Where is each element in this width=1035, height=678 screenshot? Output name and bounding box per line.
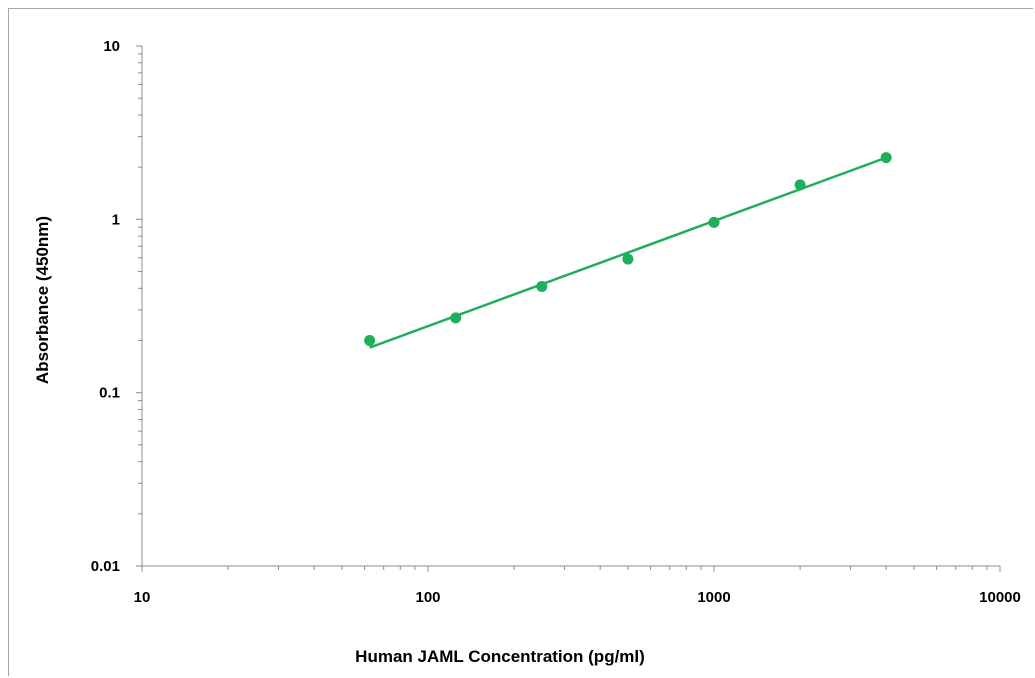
data-point: [880, 152, 892, 164]
x-tick-label: 10000: [979, 589, 1021, 606]
x-axis-title: Human JAML Concentration (pg/ml): [355, 647, 645, 666]
x-tick-label: 10: [134, 589, 151, 606]
data-point: [794, 179, 806, 191]
trendline-segment: [369, 156, 887, 349]
x-tick-labels: 10 100 1000 10000: [134, 589, 1021, 606]
y-axis-title: Absorbance (450nm): [33, 216, 52, 384]
y-tick-labels: 0.01 0.1 1 10: [91, 38, 120, 575]
y-tick-label: 1: [112, 211, 120, 228]
data-point: [536, 280, 548, 292]
trendline: [369, 156, 887, 349]
chart-frame: [8, 8, 1033, 676]
data-points: [364, 152, 892, 346]
data-point: [622, 253, 634, 265]
y-tick-label: 0.1: [99, 385, 120, 402]
y-ticks: [136, 45, 142, 567]
y-tick-label: 10: [103, 38, 120, 55]
x-ticks: [141, 566, 1001, 572]
data-point: [364, 334, 376, 346]
data-point: [450, 312, 462, 324]
y-tick-label: 0.01: [91, 558, 120, 575]
x-tick-label: 1000: [697, 589, 730, 606]
axes: [136, 45, 1001, 572]
data-point: [708, 216, 720, 228]
x-tick-label: 100: [415, 589, 440, 606]
